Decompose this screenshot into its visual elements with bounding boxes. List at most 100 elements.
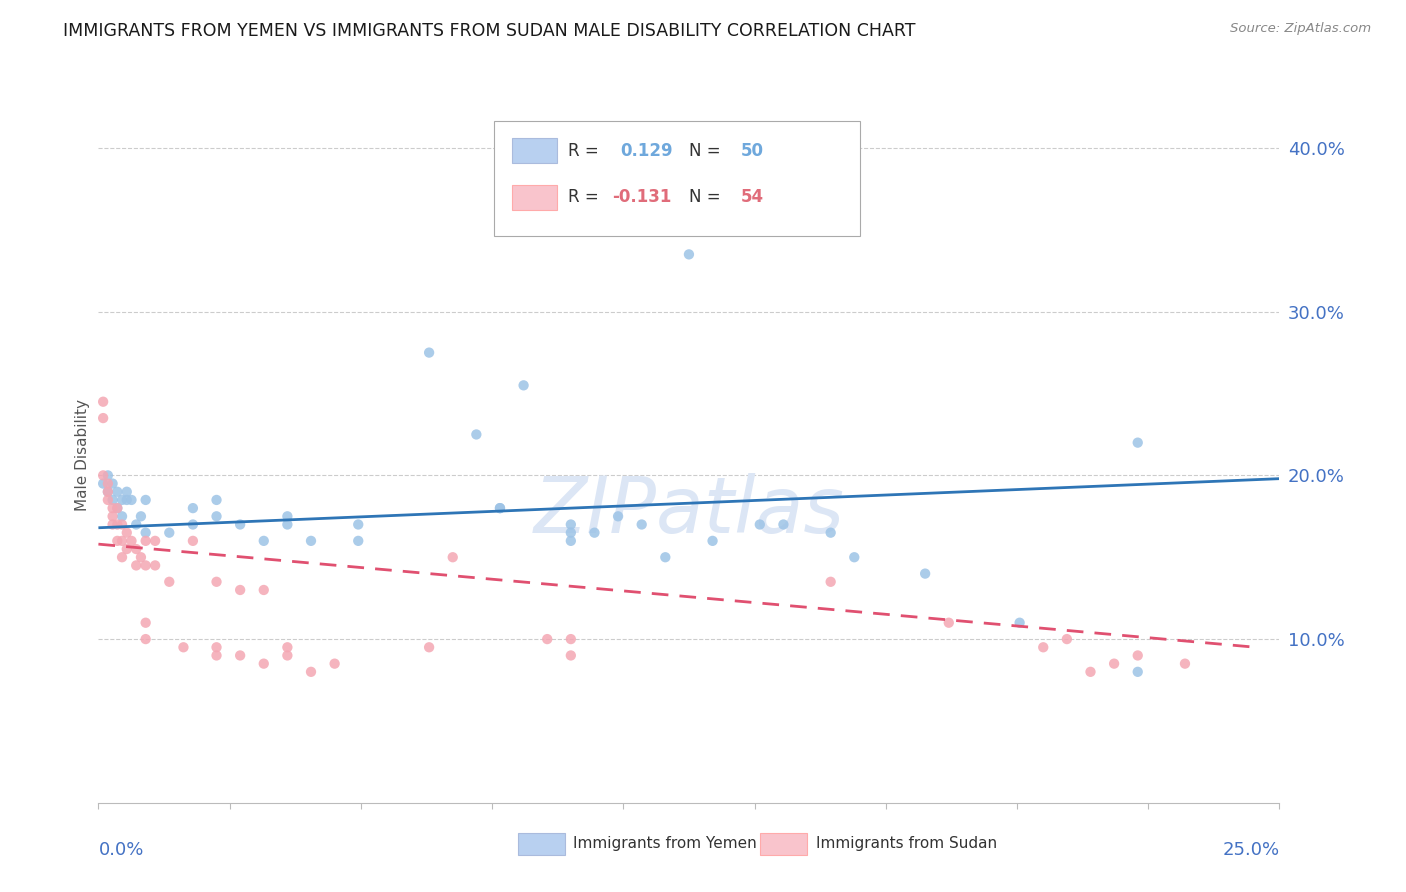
Point xyxy=(172,640,194,655)
Point xyxy=(115,542,138,557)
FancyBboxPatch shape xyxy=(494,121,860,235)
Point xyxy=(418,345,440,359)
Point xyxy=(583,525,606,540)
Point xyxy=(323,657,346,671)
Point xyxy=(560,533,582,548)
Point xyxy=(157,574,180,589)
Point xyxy=(143,533,166,548)
Point xyxy=(135,558,157,573)
Point xyxy=(1174,657,1197,671)
FancyBboxPatch shape xyxy=(759,833,807,855)
Point xyxy=(101,476,124,491)
FancyBboxPatch shape xyxy=(517,833,565,855)
Point xyxy=(253,533,276,548)
Point xyxy=(105,484,128,499)
Point xyxy=(560,648,582,663)
Point xyxy=(91,476,114,491)
Text: 50: 50 xyxy=(741,142,763,160)
Point xyxy=(1008,615,1031,630)
Point xyxy=(276,640,298,655)
Point xyxy=(111,492,134,507)
Point xyxy=(105,517,128,532)
Text: IMMIGRANTS FROM YEMEN VS IMMIGRANTS FROM SUDAN MALE DISABILITY CORRELATION CHART: IMMIGRANTS FROM YEMEN VS IMMIGRANTS FROM… xyxy=(63,22,915,40)
Point xyxy=(229,648,252,663)
Point xyxy=(125,517,148,532)
Point xyxy=(914,566,936,581)
Text: Immigrants from Sudan: Immigrants from Sudan xyxy=(817,837,998,851)
Point xyxy=(205,492,228,507)
Point xyxy=(101,509,124,524)
Point xyxy=(181,501,204,516)
Point xyxy=(121,533,143,548)
Point xyxy=(125,542,148,557)
Point xyxy=(205,640,228,655)
Text: R =: R = xyxy=(568,142,605,160)
Point xyxy=(97,484,120,499)
Point xyxy=(91,394,114,409)
Point xyxy=(560,525,582,540)
Text: Immigrants from Yemen: Immigrants from Yemen xyxy=(574,837,756,851)
Point xyxy=(101,492,124,507)
Text: ZIPatlas: ZIPatlas xyxy=(533,473,845,549)
Point xyxy=(97,476,120,491)
Point xyxy=(844,550,866,565)
Point xyxy=(748,517,770,532)
Point xyxy=(229,582,252,597)
Point xyxy=(253,582,276,597)
Point xyxy=(938,615,960,630)
Text: -0.131: -0.131 xyxy=(612,188,672,206)
Point xyxy=(101,501,124,516)
Point xyxy=(253,657,276,671)
Point xyxy=(1032,640,1054,655)
Text: R =: R = xyxy=(568,188,605,206)
Point xyxy=(512,378,534,392)
Point xyxy=(111,550,134,565)
Text: 0.129: 0.129 xyxy=(620,142,673,160)
Point xyxy=(97,492,120,507)
Point xyxy=(1126,435,1149,450)
Point xyxy=(129,509,152,524)
Point xyxy=(157,525,180,540)
Point xyxy=(1126,648,1149,663)
Point xyxy=(105,533,128,548)
Point xyxy=(1080,665,1102,679)
Point xyxy=(299,533,322,548)
Point xyxy=(1056,632,1078,646)
Point xyxy=(276,648,298,663)
Point xyxy=(702,533,724,548)
Point xyxy=(91,411,114,425)
Point xyxy=(205,648,228,663)
Point xyxy=(111,517,134,532)
Point xyxy=(105,501,128,516)
Text: 54: 54 xyxy=(741,188,763,206)
FancyBboxPatch shape xyxy=(512,185,557,210)
Point xyxy=(347,533,370,548)
Point xyxy=(465,427,488,442)
Point xyxy=(115,484,138,499)
Point xyxy=(135,533,157,548)
Point xyxy=(772,517,794,532)
Point xyxy=(143,558,166,573)
Point xyxy=(181,517,204,532)
Point xyxy=(205,574,228,589)
Point xyxy=(489,501,512,516)
Point xyxy=(105,501,128,516)
Point xyxy=(135,525,157,540)
Text: N =: N = xyxy=(689,188,725,206)
Point xyxy=(820,525,842,540)
Point xyxy=(115,492,138,507)
Point xyxy=(276,517,298,532)
Point xyxy=(101,517,124,532)
Text: Source: ZipAtlas.com: Source: ZipAtlas.com xyxy=(1230,22,1371,36)
Point xyxy=(536,632,558,646)
Point xyxy=(441,550,464,565)
Point xyxy=(229,517,252,532)
Point xyxy=(560,632,582,646)
Point xyxy=(135,632,157,646)
FancyBboxPatch shape xyxy=(512,138,557,163)
Point xyxy=(820,574,842,589)
Point xyxy=(1102,657,1125,671)
Text: N =: N = xyxy=(689,142,725,160)
Point xyxy=(276,509,298,524)
Point xyxy=(654,550,676,565)
